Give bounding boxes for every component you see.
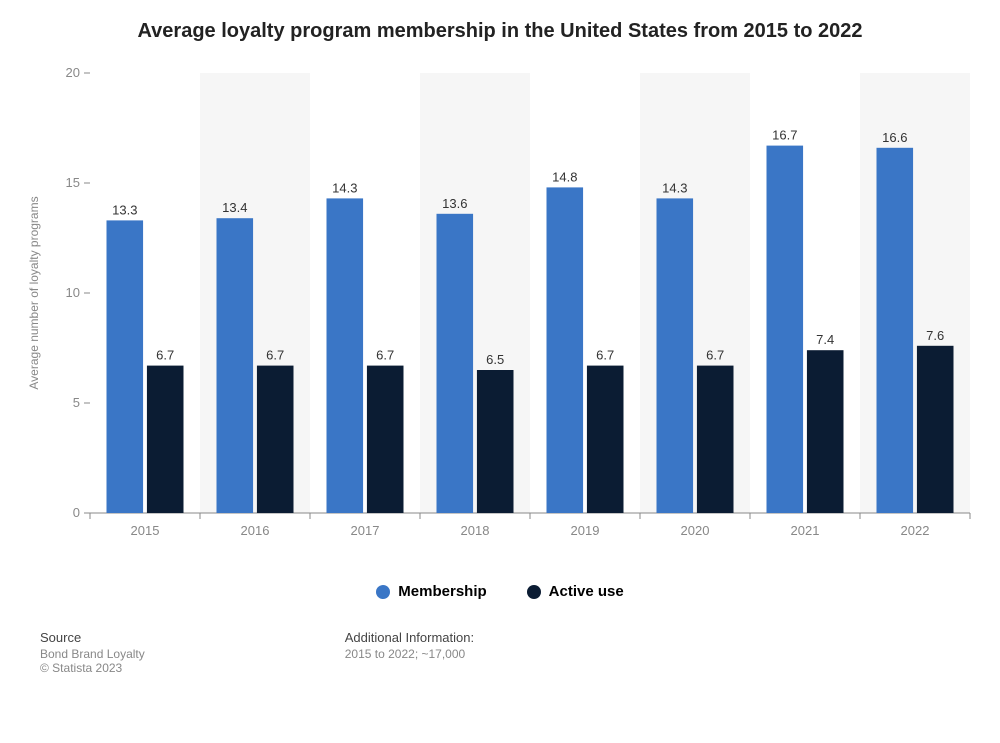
bar-value-label: 6.5 [486, 352, 504, 367]
x-tick-label: 2015 [131, 523, 160, 538]
bar [917, 346, 954, 513]
legend-label: Membership [398, 583, 486, 600]
bar [107, 220, 144, 513]
x-tick-label: 2022 [901, 523, 930, 538]
chart-container: Average loyalty program membership in th… [0, 0, 1000, 743]
y-tick-label: 0 [73, 505, 80, 520]
bar-value-label: 14.8 [552, 169, 577, 184]
bar-value-label: 7.6 [926, 328, 944, 343]
bar-value-label: 13.4 [222, 200, 247, 215]
legend-label: Active use [549, 583, 624, 600]
bar-value-label: 6.7 [156, 348, 174, 363]
footer-copyright: © Statista 2023 [40, 661, 145, 675]
bar [327, 198, 364, 513]
footer-source-heading: Source [40, 630, 145, 645]
chart-title: Average loyalty program membership in th… [20, 20, 980, 43]
bar-value-label: 16.6 [882, 130, 907, 145]
legend-color-dot [376, 585, 390, 599]
x-tick-label: 2020 [681, 523, 710, 538]
bar [697, 366, 734, 513]
bar-value-label: 14.3 [662, 180, 687, 195]
bar-chart-svg: Average number of loyalty programs 0 5 10 15… [20, 53, 980, 553]
x-tick-label: 2019 [571, 523, 600, 538]
y-tick-label: 20 [66, 65, 80, 80]
bar-value-label: 6.7 [376, 348, 394, 363]
bar-value-label: 16.7 [772, 128, 797, 143]
footer-info: Additional Information: 2015 to 2022; ~1… [345, 630, 474, 675]
bar [217, 218, 254, 513]
y-tick-label: 15 [66, 175, 80, 190]
bar [547, 187, 584, 513]
bar-value-label: 13.3 [112, 202, 137, 217]
chart-footer: Source Bond Brand Loyalty © Statista 202… [20, 630, 980, 675]
y-axis-label: Average number of loyalty programs [27, 196, 41, 389]
bar-value-label: 6.7 [596, 348, 614, 363]
bar [477, 370, 514, 513]
bar [437, 214, 474, 513]
x-tick-label: 2016 [241, 523, 270, 538]
chart-plot-area: Average number of loyalty programs 0 5 10 15… [20, 53, 980, 553]
bar [877, 148, 914, 513]
footer-source-name: Bond Brand Loyalty [40, 647, 145, 661]
bar-value-label: 7.4 [816, 332, 834, 347]
legend-item: Active use [527, 583, 624, 600]
bar-value-label: 13.6 [442, 196, 467, 211]
footer-info-heading: Additional Information: [345, 630, 474, 645]
x-tick-label: 2021 [791, 523, 820, 538]
bar-value-label: 6.7 [266, 348, 284, 363]
bar [767, 146, 804, 513]
y-tick-label: 5 [73, 395, 80, 410]
bar [147, 366, 184, 513]
footer-source: Source Bond Brand Loyalty © Statista 202… [40, 630, 145, 675]
x-tick-label: 2018 [461, 523, 490, 538]
bar [657, 198, 694, 513]
bar [587, 366, 624, 513]
bar [807, 350, 844, 513]
legend-color-dot [527, 585, 541, 599]
chart-legend: Membership Active use [20, 583, 980, 600]
bar-value-label: 14.3 [332, 180, 357, 195]
footer-info-text: 2015 to 2022; ~17,000 [345, 647, 474, 661]
bar-value-label: 6.7 [706, 348, 724, 363]
y-tick-label: 10 [66, 285, 80, 300]
legend-item: Membership [376, 583, 486, 600]
bar [257, 366, 294, 513]
x-tick-label: 2017 [351, 523, 380, 538]
bar [367, 366, 404, 513]
